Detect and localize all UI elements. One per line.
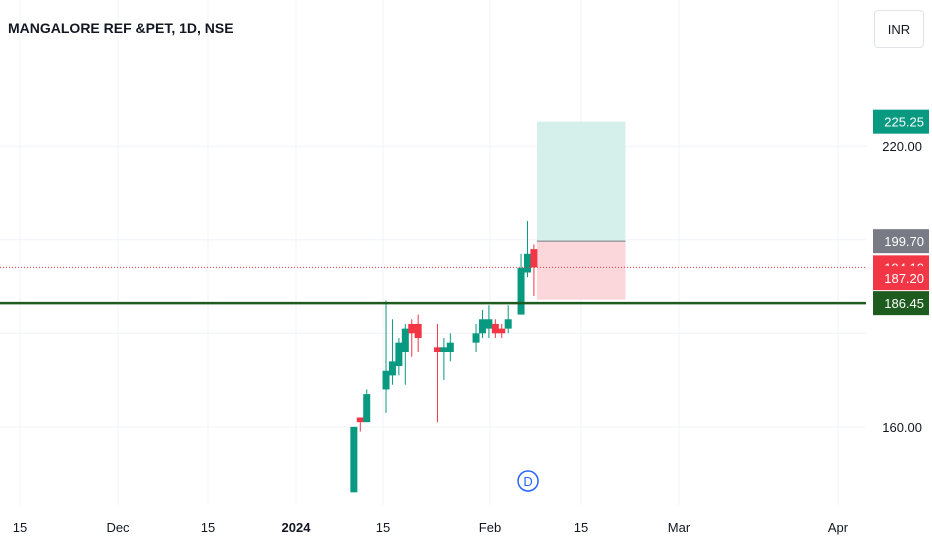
price-label-4: 186.45 (884, 296, 924, 311)
candle-body-2 (363, 394, 371, 423)
symbol-title: MANGALORE REF &PET, 1D, NSE (8, 20, 234, 36)
candle-body-15 (491, 323, 499, 334)
price-label-bg-3 (873, 266, 929, 291)
position-tool[interactable] (536, 121, 626, 300)
price-label-3: 187.20 (884, 271, 924, 286)
price-label-bg-1 (873, 229, 929, 254)
candle-body-20 (530, 249, 538, 268)
candle-body-3 (382, 370, 390, 390)
candle-body-7 (408, 323, 416, 334)
x-tick-label-5: Feb (479, 520, 501, 535)
candle-body-8 (414, 323, 422, 338)
price-label-bg-4 (873, 291, 929, 316)
currency-button[interactable]: INR (874, 10, 924, 48)
candle-body-0 (350, 426, 358, 493)
price-lines (0, 266, 866, 305)
price-label-bg-0 (873, 109, 929, 134)
x-tick-label-0: 15 (13, 520, 27, 535)
x-tick-label-2: 15 (201, 520, 215, 535)
y-tick-label-1: 220.00 (882, 139, 922, 154)
candle-body-11 (446, 342, 454, 353)
price-label-0: 225.25 (884, 115, 924, 130)
x-tick-label-3: 2024 (282, 520, 312, 535)
time-axis[interactable]: 15 Dec 15 2024 15 Feb 15 Mar Apr (13, 520, 849, 535)
candle-body-16 (498, 328, 506, 334)
x-tick-label-1: Dec (106, 520, 130, 535)
x-tick-label-8: Apr (828, 520, 849, 535)
candle-body-18 (517, 267, 525, 315)
x-tick-label-7: Mar (668, 520, 691, 535)
candle-body-6 (401, 328, 409, 353)
candle-body-13 (478, 319, 486, 334)
x-tick-label-4: 15 (376, 520, 390, 535)
candle-body-10 (440, 347, 448, 353)
event-marker[interactable]: D (517, 470, 539, 492)
candle-body-12 (472, 333, 480, 343)
candle-body-14 (485, 319, 493, 329)
candle-body-4 (388, 361, 396, 376)
candle-body-19 (523, 253, 531, 273)
candle-body-9 (433, 347, 441, 353)
candle-body-17 (504, 319, 512, 329)
price-label-1: 199.70 (884, 234, 924, 249)
y-tick-label-0: 160.00 (882, 420, 922, 435)
event-marker-label: D (523, 474, 532, 489)
candle-body-5 (395, 342, 403, 367)
dividend-marker-icon (517, 470, 539, 492)
stop-zone (536, 241, 626, 300)
candle-body-1 (356, 417, 364, 423)
price-axis[interactable]: 160.00220.00225.25199.70194.10187.20186.… (873, 109, 929, 435)
target-zone (536, 121, 626, 242)
grid-lines (0, 0, 866, 505)
x-tick-label-6: 15 (574, 520, 588, 535)
candles (350, 221, 538, 493)
